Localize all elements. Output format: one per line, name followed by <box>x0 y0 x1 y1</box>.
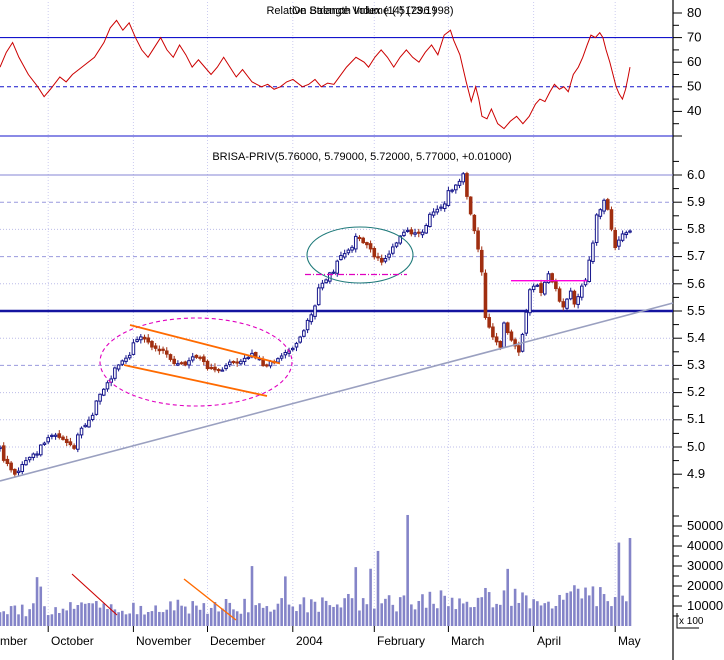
svg-text:5.7: 5.7 <box>687 248 705 263</box>
svg-text:5.4: 5.4 <box>687 330 705 345</box>
svg-text:February: February <box>377 634 425 648</box>
svg-text:May: May <box>618 634 641 648</box>
svg-text:5.3: 5.3 <box>687 357 705 372</box>
svg-text:5.0: 5.0 <box>687 439 705 454</box>
svg-text:5.5: 5.5 <box>687 303 705 318</box>
svg-text:40000: 40000 <box>687 538 723 553</box>
svg-text:5.1: 5.1 <box>687 411 705 426</box>
svg-text:March: March <box>451 634 484 648</box>
svg-text:80: 80 <box>687 5 701 20</box>
svg-text:5.9: 5.9 <box>687 194 705 209</box>
svg-text:Relative Strength Index (14) (: Relative Strength Index (14) (73.1998) <box>266 5 453 17</box>
svg-text:April: April <box>537 634 561 648</box>
svg-text:4.9: 4.9 <box>687 466 705 481</box>
svg-text:5.6: 5.6 <box>687 276 705 291</box>
svg-text:50: 50 <box>687 79 701 94</box>
svg-text:60: 60 <box>687 54 701 69</box>
svg-text:40: 40 <box>687 103 701 118</box>
svg-text:October: October <box>51 634 94 648</box>
svg-text:70: 70 <box>687 30 701 45</box>
svg-text:BRISA-PRIV(5.76000, 5.79000, 5: BRISA-PRIV(5.76000, 5.79000, 5.72000, 5.… <box>212 151 511 163</box>
svg-text:x 100: x 100 <box>679 616 704 627</box>
svg-text:30000: 30000 <box>687 558 723 573</box>
svg-text:2004: 2004 <box>296 634 323 648</box>
svg-text:6.0: 6.0 <box>687 167 705 182</box>
svg-text:50000: 50000 <box>687 518 723 533</box>
svg-text:5.8: 5.8 <box>687 221 705 236</box>
svg-text:10000: 10000 <box>687 598 723 613</box>
svg-text:mber: mber <box>0 634 27 648</box>
svg-text:December: December <box>210 634 265 648</box>
svg-text:20000: 20000 <box>687 578 723 593</box>
svg-text:November: November <box>136 634 191 648</box>
svg-text:5.2: 5.2 <box>687 384 705 399</box>
